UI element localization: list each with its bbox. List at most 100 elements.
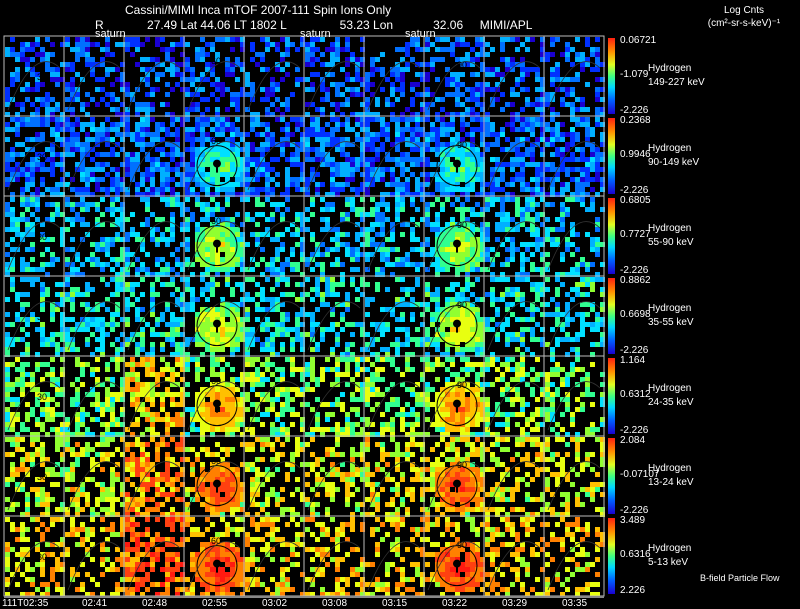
heatmap-cell bbox=[90, 367, 95, 372]
heatmap-cell bbox=[510, 227, 515, 232]
heatmap-cell bbox=[50, 132, 55, 137]
heatmap-cell bbox=[315, 187, 320, 192]
heatmap-cell bbox=[80, 122, 85, 127]
heatmap-cell bbox=[15, 292, 20, 297]
heatmap-cell bbox=[450, 232, 455, 237]
heatmap-cell bbox=[400, 197, 405, 202]
heatmap-cell bbox=[115, 167, 120, 172]
heatmap-cell bbox=[335, 127, 340, 132]
heatmap-cell bbox=[250, 82, 255, 87]
heatmap-cell bbox=[35, 397, 40, 402]
heatmap-cell bbox=[200, 167, 205, 172]
heatmap-cell bbox=[120, 377, 125, 382]
heatmap-cell bbox=[210, 72, 215, 77]
heatmap-cell bbox=[360, 127, 365, 132]
heatmap-cell bbox=[230, 292, 235, 297]
heatmap-cell bbox=[275, 252, 280, 257]
heatmap-cell bbox=[60, 292, 65, 297]
contour-label: 60 bbox=[211, 56, 221, 66]
heatmap-cell bbox=[195, 197, 200, 202]
heatmap-cell bbox=[590, 302, 595, 307]
heatmap-cell bbox=[275, 232, 280, 237]
heatmap-cell bbox=[265, 362, 270, 367]
heatmap-cell bbox=[450, 302, 455, 307]
heatmap-cell bbox=[510, 242, 515, 247]
heatmap-cell bbox=[105, 377, 110, 382]
heatmap-cell bbox=[345, 372, 350, 377]
heatmap-cell bbox=[310, 172, 315, 177]
heatmap-cell bbox=[360, 112, 365, 117]
heatmap-cell bbox=[410, 137, 415, 142]
heatmap-cell bbox=[190, 217, 195, 222]
heatmap-cell bbox=[490, 302, 495, 307]
heatmap-cell bbox=[315, 277, 320, 282]
heatmap-cell bbox=[325, 47, 330, 52]
heatmap-cell bbox=[410, 97, 415, 102]
heatmap-cell bbox=[60, 192, 65, 197]
heatmap-cell bbox=[210, 347, 215, 352]
heatmap-cell bbox=[445, 262, 450, 267]
field-line bbox=[247, 301, 301, 351]
heatmap-cell bbox=[535, 67, 540, 72]
heatmap-cell bbox=[255, 372, 260, 377]
pitch-contour bbox=[196, 305, 238, 347]
heatmap-cell bbox=[410, 127, 415, 132]
heatmap-cell bbox=[15, 297, 20, 302]
heatmap-cell bbox=[20, 197, 25, 202]
heatmap-cell bbox=[460, 232, 465, 237]
heatmap-cell bbox=[70, 287, 75, 292]
heatmap-cell bbox=[255, 187, 260, 192]
orbit-info-line: R 27.49 Lat 44.06 LT 1802 L 53.23 Lon 32… bbox=[95, 18, 532, 32]
heatmap-cell bbox=[225, 267, 230, 272]
heatmap-cell bbox=[410, 312, 415, 317]
heatmap-cell bbox=[35, 317, 40, 322]
heatmap-cell bbox=[165, 172, 170, 177]
heatmap-cell bbox=[75, 147, 80, 152]
heatmap-cell bbox=[210, 332, 215, 337]
heatmap-cell bbox=[350, 172, 355, 177]
heatmap-cell bbox=[550, 137, 555, 142]
heatmap-cell bbox=[10, 387, 15, 392]
heatmap-cell bbox=[140, 267, 145, 272]
heatmap-cell bbox=[50, 307, 55, 312]
heatmap-cell bbox=[165, 112, 170, 117]
heatmap-cell bbox=[330, 262, 335, 267]
heatmap-cell bbox=[555, 67, 560, 72]
heatmap-cell bbox=[175, 247, 180, 252]
heatmap-cell bbox=[120, 282, 125, 287]
heatmap-cell bbox=[205, 227, 210, 232]
heatmap-cell bbox=[600, 157, 605, 162]
heatmap-cell bbox=[490, 317, 495, 322]
heatmap-cell bbox=[345, 72, 350, 77]
heatmap-cell bbox=[300, 272, 305, 277]
heatmap-cell bbox=[585, 117, 590, 122]
heatmap-cell bbox=[135, 297, 140, 302]
heatmap-cell bbox=[430, 67, 435, 72]
heatmap-cell bbox=[290, 407, 295, 412]
heatmap-cell bbox=[230, 232, 235, 237]
heatmap-cell bbox=[170, 47, 175, 52]
heatmap-cell bbox=[330, 277, 335, 282]
heatmap-cell bbox=[165, 282, 170, 287]
heatmap-cell bbox=[235, 177, 240, 182]
heatmap-cell bbox=[295, 387, 300, 392]
heatmap-cell bbox=[165, 177, 170, 182]
heatmap-cell bbox=[440, 162, 445, 167]
heatmap-cell bbox=[25, 162, 30, 167]
heatmap-cell bbox=[325, 222, 330, 227]
heatmap-cell bbox=[20, 57, 25, 62]
heatmap-cell bbox=[265, 297, 270, 302]
heatmap-cell bbox=[120, 162, 125, 167]
heatmap-cell bbox=[90, 167, 95, 172]
heatmap-cell bbox=[200, 352, 205, 357]
heatmap-cell bbox=[240, 267, 245, 272]
heatmap-cell bbox=[240, 87, 245, 92]
heatmap-cell bbox=[165, 227, 170, 232]
heatmap-cell bbox=[180, 172, 185, 177]
heatmap-cell bbox=[290, 372, 295, 377]
heatmap-cell bbox=[215, 412, 220, 417]
heatmap-cell bbox=[550, 142, 555, 147]
heatmap-cell bbox=[595, 327, 600, 332]
heatmap-cell bbox=[240, 322, 245, 327]
heatmap-cell bbox=[560, 252, 565, 257]
